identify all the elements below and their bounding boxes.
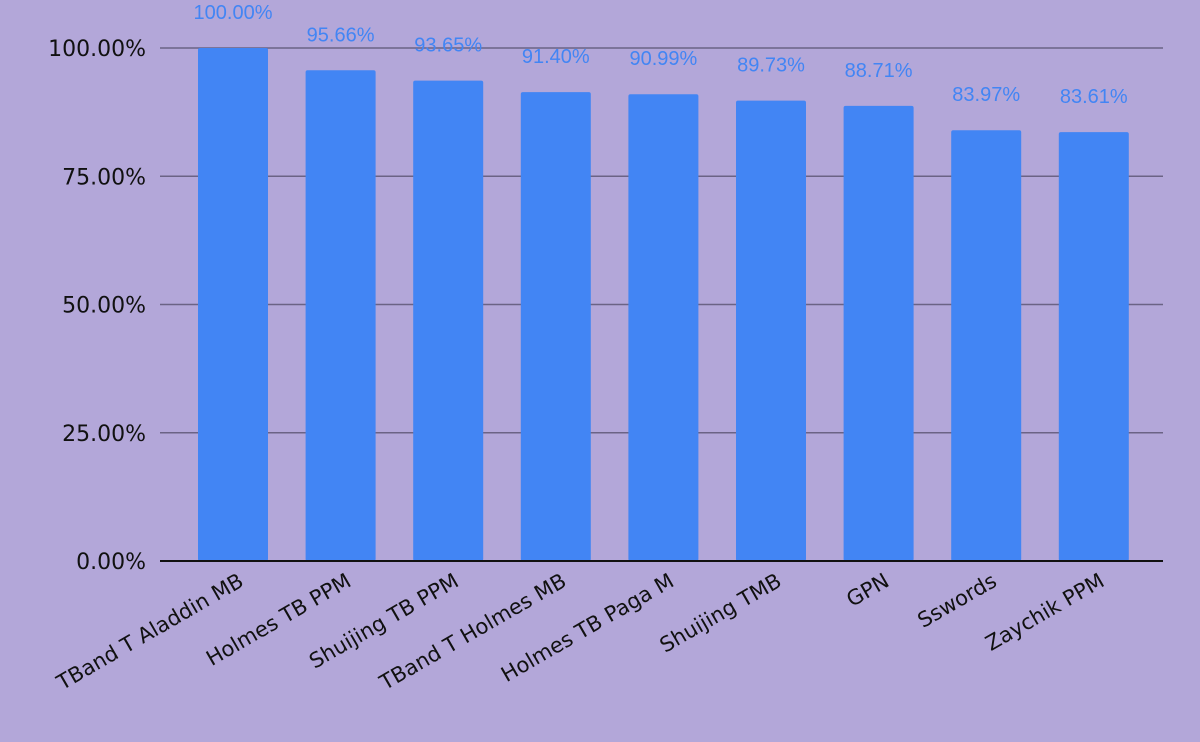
data-label: 89.73% [737, 55, 805, 77]
bar [628, 94, 699, 561]
y-tick-label: 75.00% [62, 165, 146, 190]
data-label: 83.97% [952, 84, 1020, 106]
data-label: 91.40% [522, 46, 590, 68]
bar [843, 105, 914, 562]
bar [736, 100, 806, 562]
y-tick-label: 50.00% [62, 294, 146, 319]
y-tick-label: 100.00% [48, 37, 146, 62]
data-label: 83.61% [1060, 86, 1128, 108]
bar [413, 80, 484, 561]
y-axis-tick-labels: 0.00% 25.00% 50.00% 75.00% 100.00% [48, 37, 146, 575]
y-tick-label: 25.00% [62, 422, 146, 447]
data-label: 100.00% [194, 2, 273, 24]
bar [520, 92, 591, 562]
bar [1058, 132, 1129, 562]
bar [951, 130, 1022, 562]
y-tick-label: 0.00% [76, 550, 146, 575]
data-labels: 100.00% 95.66% 93.65% 91.40% 90.99% 89.73% 88.… [194, 2, 1128, 108]
data-label: 95.66% [307, 24, 375, 46]
data-label: 88.71% [845, 60, 913, 82]
data-label: 90.99% [629, 48, 697, 70]
bar [305, 70, 376, 562]
bar [198, 48, 268, 561]
data-label: 93.65% [414, 35, 482, 57]
bars [198, 48, 1129, 562]
